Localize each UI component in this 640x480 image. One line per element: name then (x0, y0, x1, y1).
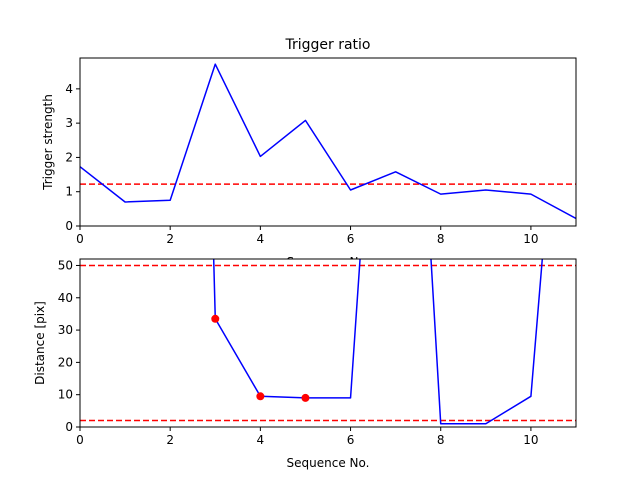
bottom-x-tick-label: 4 (257, 433, 265, 447)
bottom-axes-frame (79, 258, 577, 428)
bottom-y-tick-label: 20 (58, 355, 73, 369)
top-y-tick-label: 1 (65, 185, 73, 199)
top-y-tick-label: 2 (65, 150, 73, 164)
bottom-x-axis-label: Sequence No. (287, 456, 370, 470)
bottom-axes-background (80, 259, 576, 427)
bottom-y-tick-label: 10 (58, 388, 73, 402)
top-x-tick-label: 2 (166, 232, 174, 246)
bottom-x-tick-label: 0 (76, 433, 84, 447)
top-x-ticks: 0 2 4 6 8 10 (76, 226, 539, 246)
bottom-threshold-lines (80, 264, 576, 422)
top-chart-title: Trigger ratio (284, 37, 370, 53)
bottom-x-tick-label: 2 (166, 433, 174, 447)
top-series (80, 63, 576, 220)
top-series-line-0-0 (80, 63, 576, 220)
bottom-marker-point (211, 314, 220, 323)
bottom-x-tick-label: 10 (523, 433, 538, 447)
bottom-marker-point (301, 393, 310, 402)
bottom-series (212, 259, 544, 425)
top-x-tick-label: 0 (76, 232, 84, 246)
bottom-y-ticks: 0 10 20 30 40 50 (58, 258, 80, 434)
bottom-y-axis-label: Distance [pix] (33, 301, 47, 385)
bottom-x-ticks: 0 2 4 6 8 10 (76, 427, 539, 447)
top-y-tick-label: 0 (65, 219, 73, 233)
top-x-tick-label: 6 (347, 232, 355, 246)
bottom-marker-point (256, 392, 265, 401)
top-x-tick-label: 8 (437, 232, 445, 246)
bottom-y-tick-label: 50 (58, 258, 73, 272)
bottom-series-line-0-0 (212, 259, 361, 399)
bottom-y-tick-label: 30 (58, 323, 73, 337)
top-y-ticks: 0 1 2 3 4 (65, 82, 80, 233)
bottom-series-line-0-1 (430, 259, 544, 425)
bottom-y-tick-label: 0 (65, 420, 73, 434)
top-axes-frame (79, 57, 577, 227)
bottom-points (211, 314, 310, 402)
bottom-x-tick-label: 6 (347, 433, 355, 447)
bottom-subplot: 0 2 4 6 8 10 0 10 20 30 40 50 Sequence No. Distanc… (33, 258, 576, 470)
top-y-axis-label: Trigger strength (41, 94, 55, 191)
top-y-tick-label: 4 (65, 82, 73, 96)
top-x-tick-label: 4 (257, 232, 265, 246)
bottom-y-tick-label: 40 (58, 291, 73, 305)
top-x-tick-label: 10 (523, 232, 538, 246)
bottom-x-tick-label: 8 (437, 433, 445, 447)
top-y-tick-label: 3 (65, 116, 73, 130)
